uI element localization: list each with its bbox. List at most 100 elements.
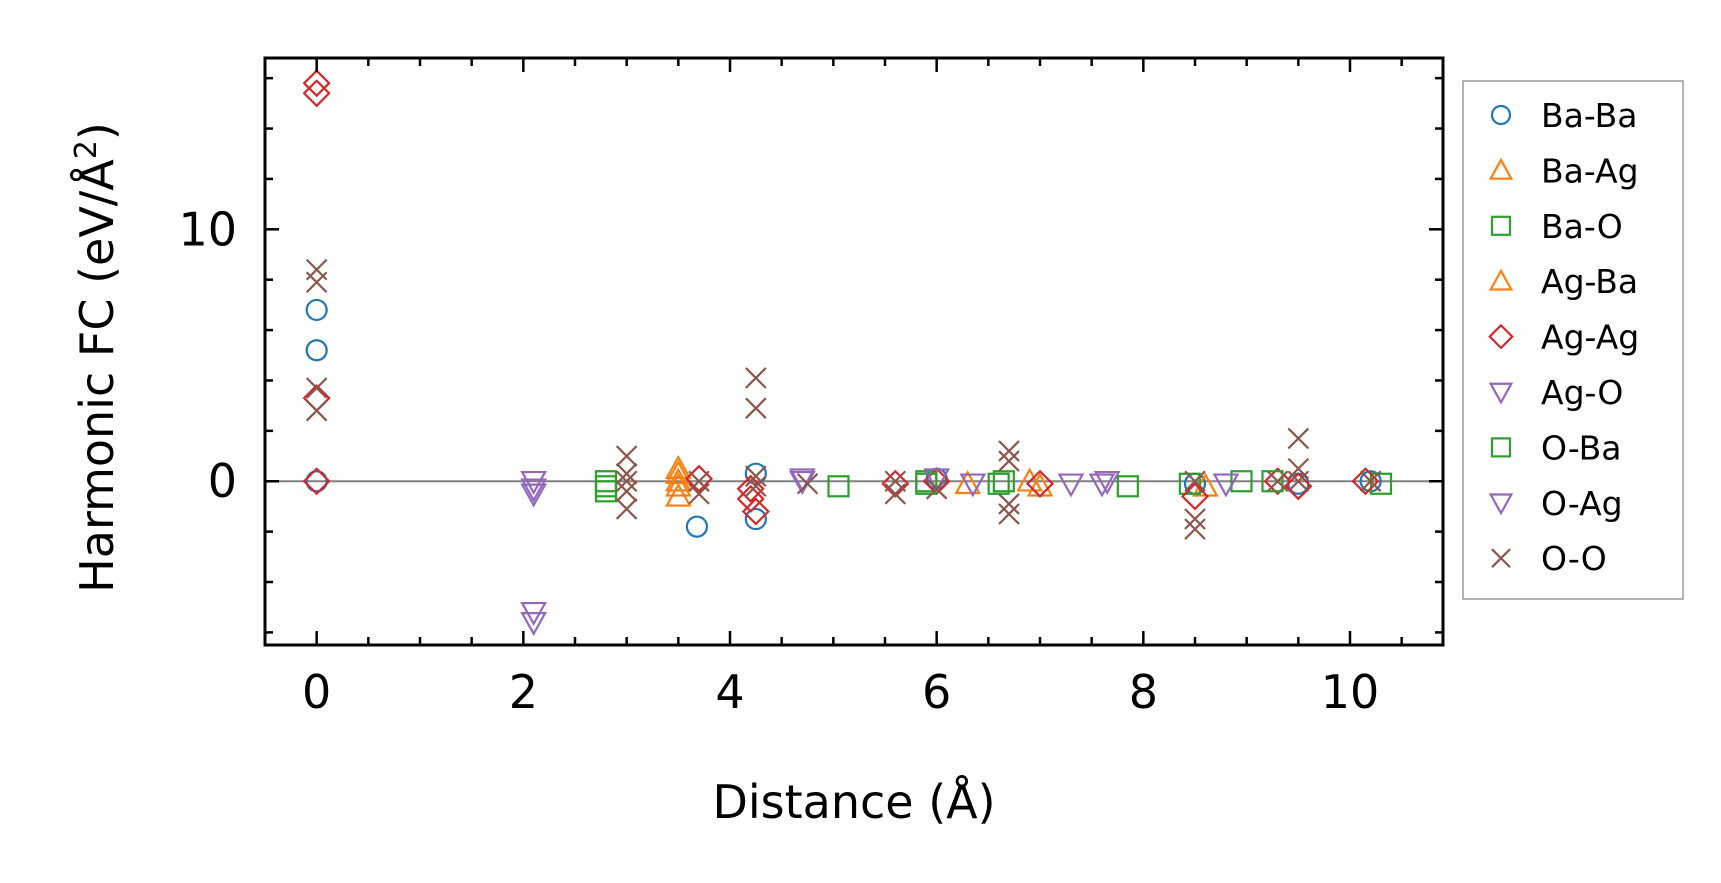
data-point-ba-ag xyxy=(664,467,692,492)
legend-label-ba-ag: Ba-Ag xyxy=(1541,151,1639,190)
data-point-ba-ba xyxy=(305,339,328,362)
legend-label-ag-ag: Ag-Ag xyxy=(1541,318,1639,357)
x-tick-label: 0 xyxy=(302,665,331,719)
data-point-ba-o xyxy=(1178,472,1201,495)
data-point-o-o xyxy=(1287,470,1310,493)
data-point-o-ag xyxy=(1093,470,1121,496)
data-point-o-ag xyxy=(520,612,548,637)
series-o-o xyxy=(305,258,1382,540)
data-point-ag-ag xyxy=(302,467,331,496)
y-axis-title-superscript: 2 xyxy=(69,140,104,159)
data-point-o-o xyxy=(305,377,328,399)
data-point-ba-ba xyxy=(744,462,767,485)
data-point-ba-o xyxy=(1230,470,1253,493)
data-point-ag-ba xyxy=(664,472,692,497)
y-tick-label: 10 xyxy=(178,202,237,256)
data-point-ag-ba xyxy=(664,459,692,484)
legend-label-ba-ba: Ba-Ba xyxy=(1541,96,1637,135)
data-point-o-o xyxy=(305,271,328,293)
data-point-o-o xyxy=(1184,518,1206,540)
plot-frame xyxy=(263,56,1445,647)
data-point-o-o xyxy=(998,450,1020,472)
data-point-o-o xyxy=(998,503,1020,525)
data-point-o-o xyxy=(615,445,638,467)
series-ag-o xyxy=(520,468,1240,508)
data-point-ag-o xyxy=(788,468,816,493)
data-point-ag-o xyxy=(1212,473,1240,498)
data-point-o-o xyxy=(1287,427,1310,450)
axis-ticks-layer xyxy=(265,58,1443,645)
series-ba-ba xyxy=(305,298,1382,538)
data-point-ba-ba xyxy=(305,470,328,493)
legend-label-o-ba: O-Ba xyxy=(1541,428,1622,467)
data-point-o-ba xyxy=(594,475,618,498)
legend-marker-ag-ag xyxy=(1488,323,1514,350)
x-tick-label: 6 xyxy=(922,665,951,719)
legend-marker-o-ba xyxy=(1490,437,1512,458)
data-point-o-o xyxy=(884,483,907,505)
data-point-ag-ag xyxy=(302,69,331,98)
data-point-ba-o xyxy=(1369,472,1393,495)
x-tick-label: 8 xyxy=(1129,665,1158,719)
x-tick-label: 10 xyxy=(1321,665,1380,719)
data-point-o-o xyxy=(1184,508,1206,530)
x-tick-label: 2 xyxy=(509,665,538,719)
data-point-ag-ag xyxy=(302,79,331,108)
legend-label-ba-o: Ba-O xyxy=(1541,207,1623,246)
data-point-o-o xyxy=(615,462,638,485)
data-point-ba-ba xyxy=(744,507,767,531)
legend-marker-o-ag xyxy=(1488,493,1514,516)
legend: Ba-Ba Ba-Ag Ba-O Ag-Ba Ag-Ag Ag-O O-Ba O-Ag O-O xyxy=(1462,80,1684,600)
data-point-o-o xyxy=(615,498,638,520)
data-points-layer xyxy=(302,69,1393,637)
data-point-o-o xyxy=(998,493,1020,515)
y-tick-labels: 0 10 xyxy=(178,202,237,508)
series-ag-ag xyxy=(302,69,1380,526)
data-point-o-o xyxy=(745,397,767,419)
data-point-ba-ag xyxy=(664,454,692,479)
data-point-o-ba xyxy=(1261,470,1284,493)
data-point-o-o xyxy=(688,483,710,505)
data-point-ba-ba xyxy=(305,298,328,322)
data-point-ba-ba xyxy=(685,515,709,538)
legend-label-ag-ba: Ag-Ba xyxy=(1541,262,1638,301)
legend-marker-o-o xyxy=(1491,548,1511,568)
data-point-o-o xyxy=(796,472,819,495)
legend-label-o-ag: O-Ag xyxy=(1541,484,1623,523)
y-axis-title-end: ) xyxy=(70,122,124,140)
x-tick-labels: 0 2 4 6 8 10 xyxy=(302,665,1379,719)
data-point-o-o xyxy=(745,465,767,487)
y-tick-label: 0 xyxy=(208,454,237,508)
data-point-o-o xyxy=(615,480,638,503)
data-point-ba-o xyxy=(987,472,1010,495)
data-point-ag-o xyxy=(520,483,548,508)
data-point-ag-ag xyxy=(1284,472,1313,501)
data-point-ba-ag xyxy=(954,469,982,495)
data-point-o-o xyxy=(1359,470,1382,493)
data-point-ag-o xyxy=(520,470,548,496)
legend-label-o-o: O-O xyxy=(1541,539,1607,578)
legend-label-ag-o: Ag-O xyxy=(1541,373,1623,412)
data-point-ag-o xyxy=(959,473,987,498)
legend-marker-ba-ag xyxy=(1488,157,1514,180)
data-point-o-ag xyxy=(923,468,951,493)
data-point-ag-o xyxy=(520,478,548,503)
data-point-ag-o xyxy=(1088,473,1116,498)
y-axis-title: Harmonic FC (eV/Å2) xyxy=(69,122,125,593)
data-point-o-ag xyxy=(1057,473,1085,498)
data-point-ag-ag xyxy=(881,469,910,498)
data-point-o-o xyxy=(998,440,1020,462)
data-point-o-o xyxy=(925,478,948,500)
data-point-o-o xyxy=(615,470,638,493)
data-point-o-o xyxy=(1184,470,1206,493)
data-point-o-o xyxy=(745,475,767,498)
data-point-ag-ag xyxy=(684,464,714,493)
legend-marker-ag-o xyxy=(1488,382,1514,405)
data-point-ag-ag xyxy=(1263,467,1292,496)
data-point-o-o xyxy=(305,399,328,422)
data-point-ag-ag xyxy=(741,497,770,526)
data-point-ba-o xyxy=(827,475,850,498)
data-point-ag-ag xyxy=(736,484,765,513)
legend-marker-ba-o xyxy=(1490,215,1512,236)
